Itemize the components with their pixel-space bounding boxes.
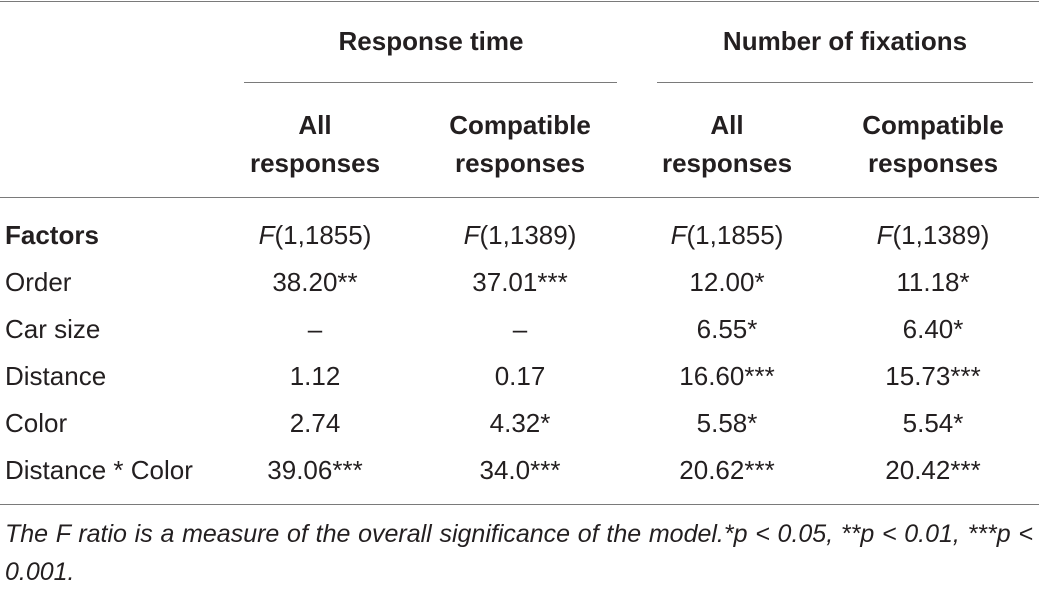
table-cell: 6.55* xyxy=(696,314,758,344)
top-rule xyxy=(0,1,1039,2)
table-cell: 38.20** xyxy=(272,267,358,297)
table-cell: 12.00* xyxy=(689,267,765,297)
column-header-rt-all: All responses xyxy=(249,110,381,178)
table-cell: – xyxy=(307,314,323,344)
row-label: Car size xyxy=(5,314,101,344)
df-cell: F(1,1855) xyxy=(258,220,372,250)
table-footnote: The F ratio is a measure of the overall … xyxy=(5,520,1033,586)
row-label: Distance * Color xyxy=(5,455,193,485)
df-cell: F(1,1855) xyxy=(670,220,784,250)
table-cell: 39.06*** xyxy=(267,455,363,485)
table-cell: – xyxy=(512,314,528,344)
table-cell: 20.42*** xyxy=(885,455,981,485)
table-cell: 16.60*** xyxy=(679,361,775,391)
response-time-underline xyxy=(244,82,617,83)
row-label: Order xyxy=(5,267,72,297)
table-cell: 1.12 xyxy=(289,361,341,391)
table-cell: 37.01*** xyxy=(472,267,568,297)
table-cell: 5.58* xyxy=(696,408,758,438)
table-cell: 34.0*** xyxy=(479,455,561,485)
group-header-number-of-fixations: Number of fixations xyxy=(722,26,968,56)
table-cell: 2.74 xyxy=(289,408,341,438)
table-cell: 4.32* xyxy=(489,408,551,438)
df-cell: F(1,1389) xyxy=(463,220,577,250)
df-cell: F(1,1389) xyxy=(876,220,990,250)
table-cell: 20.62*** xyxy=(679,455,775,485)
table-cell: 15.73*** xyxy=(885,361,981,391)
group-header-response-time: Response time xyxy=(338,26,524,56)
column-header-rt-compatible: Compatible responses xyxy=(449,110,591,178)
fixations-underline xyxy=(657,82,1033,83)
column-header-fix-compatible: Compatible responses xyxy=(862,110,1004,178)
row-label: Color xyxy=(5,408,68,438)
table-cell: 11.18* xyxy=(896,267,970,297)
header-bottom-rule xyxy=(0,197,1039,198)
table-cell: 5.54* xyxy=(902,408,964,438)
table-cell: 0.17 xyxy=(494,361,546,391)
row-label: Distance xyxy=(5,361,107,391)
table-bottom-rule xyxy=(0,504,1039,505)
table-cell: 6.40* xyxy=(902,314,964,344)
column-header-fix-all: All responses xyxy=(661,110,793,178)
factors-label: Factors xyxy=(5,220,99,250)
